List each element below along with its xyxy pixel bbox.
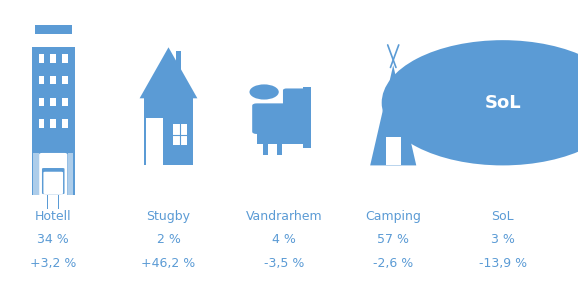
Text: -3,5 %: -3,5 % — [263, 257, 304, 270]
Bar — [303, 87, 311, 147]
Bar — [277, 144, 282, 155]
Circle shape — [382, 40, 579, 166]
Text: 57 %: 57 % — [378, 234, 409, 247]
Bar — [173, 124, 187, 145]
Bar — [68, 154, 73, 195]
Bar — [144, 98, 193, 166]
Polygon shape — [370, 65, 416, 166]
FancyBboxPatch shape — [46, 178, 61, 194]
Bar — [39, 119, 45, 128]
Bar — [386, 137, 401, 166]
Bar — [50, 54, 56, 63]
FancyBboxPatch shape — [42, 168, 64, 194]
Bar — [47, 195, 48, 209]
Text: SoL: SoL — [485, 94, 521, 112]
Bar — [257, 109, 311, 144]
FancyBboxPatch shape — [39, 153, 67, 197]
Text: 34 %: 34 % — [38, 234, 69, 247]
Bar — [32, 141, 75, 144]
Text: SoL: SoL — [492, 209, 514, 223]
Bar — [62, 119, 68, 128]
FancyBboxPatch shape — [146, 118, 163, 166]
Bar — [34, 154, 39, 195]
Bar — [39, 76, 45, 84]
Circle shape — [250, 84, 278, 100]
Text: +3,2 %: +3,2 % — [30, 257, 76, 270]
FancyBboxPatch shape — [43, 172, 63, 194]
Polygon shape — [140, 47, 197, 98]
Bar — [176, 51, 181, 72]
Bar — [50, 119, 56, 128]
Text: +46,2 %: +46,2 % — [141, 257, 196, 270]
Text: Hotell: Hotell — [35, 209, 72, 223]
Text: -2,6 %: -2,6 % — [373, 257, 413, 270]
Bar — [62, 98, 68, 106]
Text: -13,9 %: -13,9 % — [479, 257, 527, 270]
Bar — [35, 25, 72, 34]
Text: 4 %: 4 % — [272, 234, 296, 247]
Bar — [58, 195, 60, 209]
Bar — [263, 144, 268, 155]
Text: Camping: Camping — [365, 209, 421, 223]
FancyBboxPatch shape — [283, 88, 306, 111]
Bar — [32, 144, 75, 195]
Bar — [50, 76, 56, 84]
Bar — [62, 54, 68, 63]
Bar — [32, 47, 75, 141]
FancyBboxPatch shape — [44, 174, 63, 194]
Bar — [39, 98, 45, 106]
FancyBboxPatch shape — [252, 103, 300, 134]
Text: 3 %: 3 % — [491, 234, 515, 247]
Bar — [50, 98, 56, 106]
Bar — [39, 54, 45, 63]
Bar — [62, 76, 68, 84]
Text: Vandrarhem: Vandrarhem — [245, 209, 322, 223]
FancyBboxPatch shape — [46, 179, 60, 194]
Text: Stugby: Stugby — [146, 209, 190, 223]
Text: 2 %: 2 % — [156, 234, 181, 247]
